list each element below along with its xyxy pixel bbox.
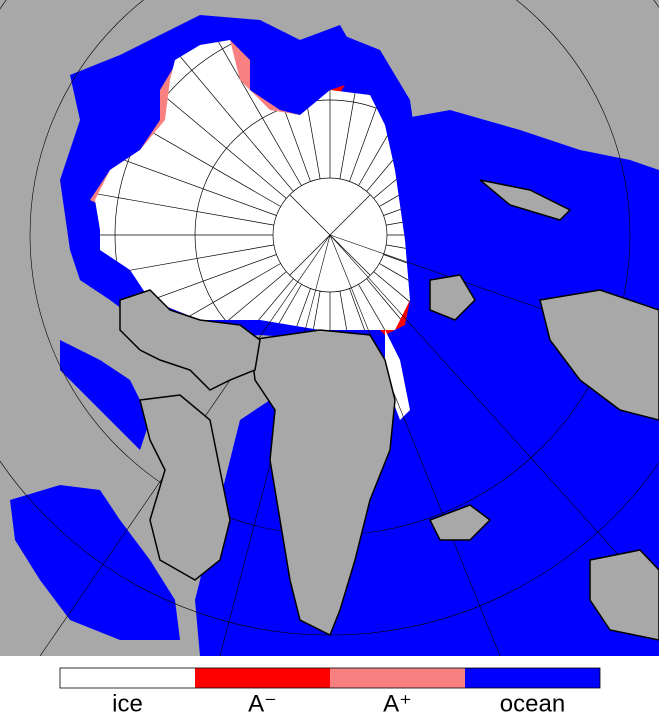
meridian (373, 271, 410, 330)
legend-swatch (330, 668, 465, 688)
legend-label: A⁻ (248, 690, 277, 716)
legend-label: ocean (500, 690, 565, 716)
meridian (366, 278, 410, 330)
baffin-island (139, 394, 231, 581)
iceland (428, 504, 492, 541)
legend-label: ice (112, 690, 143, 716)
a-plus-zone (230, 40, 300, 120)
novaya-zemlya (479, 179, 572, 221)
legend: ice A⁻ A⁺ ocean (59, 667, 601, 716)
meridian (162, 278, 294, 330)
meridian (199, 284, 302, 330)
legend-swatch (195, 668, 330, 688)
legend-label: A⁺ (383, 690, 412, 716)
british-isles (589, 549, 659, 641)
legend-border (59, 667, 601, 689)
archipelago (119, 289, 261, 391)
meridian (284, 291, 321, 330)
hudson-bay (10, 485, 180, 640)
svalbard (429, 274, 476, 321)
legend-swatch (465, 668, 600, 688)
channel (60, 340, 150, 450)
sea (265, 25, 360, 85)
meridian (339, 291, 376, 330)
meridian (240, 288, 311, 330)
greenland (249, 329, 396, 637)
meridian (366, 40, 410, 192)
meridian (130, 271, 287, 330)
meridian (199, 40, 302, 186)
meridian (162, 40, 294, 192)
meridian (349, 288, 410, 330)
map (0, 0, 659, 656)
legend-swatch (60, 668, 195, 688)
meridian (358, 284, 410, 330)
scandinavia (539, 289, 659, 421)
meridian (104, 263, 281, 330)
sea-ice (95, 40, 410, 330)
meridian (95, 189, 274, 226)
sea-ice (385, 330, 410, 420)
